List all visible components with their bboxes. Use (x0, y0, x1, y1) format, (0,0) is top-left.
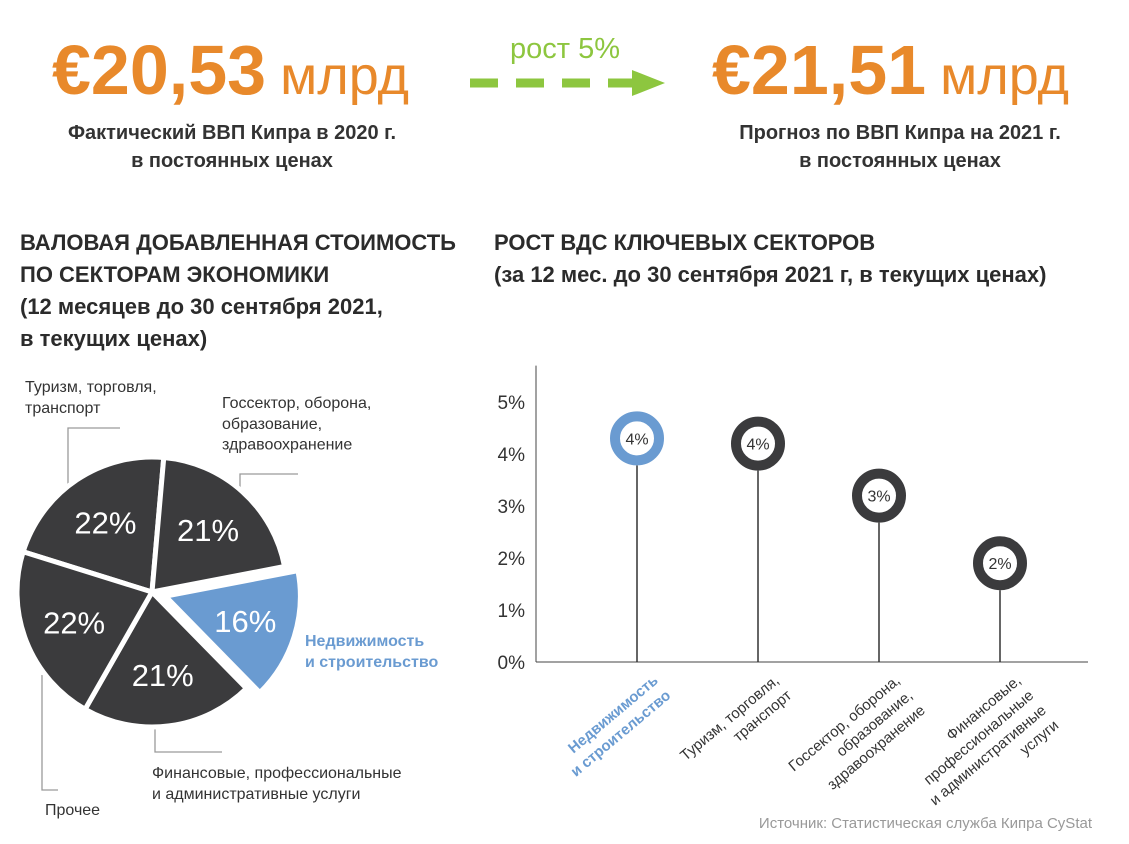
chart-title: (за 12 мес. до 30 сентября 2021 г, в тек… (494, 262, 1046, 287)
slice-label: 21% (132, 658, 194, 693)
y-tick-label: 2% (498, 549, 526, 570)
unit: млрд (940, 46, 1069, 106)
slice-label: 21% (177, 513, 239, 548)
leader (41, 675, 58, 791)
caption: Прогноз по ВВП Кипра на 2021 г. (739, 122, 1061, 144)
value-label: 2% (988, 556, 1011, 573)
y-tick-label: 1% (498, 601, 526, 622)
amount: €20,53 (52, 31, 266, 109)
pie-slice (162, 568, 303, 696)
slice-label: 22% (43, 606, 105, 641)
pie-slice (20, 454, 167, 595)
category-label: Туризм, торговля, транспорт (25, 379, 157, 417)
category-label: Недвижимость и строительство (305, 633, 438, 671)
pie-slice (82, 589, 249, 730)
value-label: 4% (746, 437, 769, 454)
y-tick-label: 0% (498, 653, 526, 674)
x-tick-label: Финансовые,профессиональныеи администрат… (902, 672, 1063, 824)
value-label: 3% (867, 489, 890, 506)
y-tick-label: 3% (498, 497, 526, 518)
source: Источник: Статистическая служба Кипра Cy… (759, 815, 1093, 832)
y-tick-label: 5% (498, 393, 526, 414)
leader (67, 427, 120, 492)
category-label: Госсектор, оборона, образование, здравоохр… (222, 395, 371, 454)
slice-label: 22% (74, 505, 136, 540)
forecast-gdp: €21,51 млрд (712, 31, 1069, 109)
chart-title: ВАЛОВАЯ ДОБАВЛЕННАЯ СТОИМОСТЬ (20, 230, 456, 255)
pie-slice (14, 549, 155, 712)
x-tick-label: Туризм, торговля,транспорт (677, 672, 795, 779)
arrow-head (632, 70, 665, 96)
x-tick-label: Госсектор, оборона,образование,здравоохр… (785, 672, 928, 805)
chart-title: в текущих ценах) (20, 326, 207, 351)
category-label: Прочее (45, 802, 100, 819)
marker (731, 416, 785, 471)
value-label: 4% (625, 431, 648, 448)
unit: млрд (280, 46, 409, 106)
marker (610, 411, 664, 466)
actual-gdp: €20,53 млрд (52, 31, 409, 109)
chart-title: (12 месяцев до 30 сентября 2021, (20, 294, 383, 319)
caption: в постоянных ценах (131, 150, 333, 172)
caption: в постоянных ценах (799, 150, 1001, 172)
marker (973, 536, 1027, 591)
amount: €21,51 (712, 31, 926, 109)
pie-slice (149, 455, 288, 595)
chart-title: РОСТ ВДС КЛЮЧЕВЫХ СЕКТОРОВ (494, 230, 875, 255)
chart-title: ПО СЕКТОРАМ ЭКОНОМИКИ (20, 262, 329, 287)
growth-label: рост 5% (510, 33, 620, 65)
y-tick-label: 4% (498, 445, 526, 466)
marker (852, 468, 906, 523)
category-label: Финансовые, профессиональные и администра… (152, 765, 402, 803)
caption: Фактический ВВП Кипра в 2020 г. (68, 122, 396, 144)
x-tick-label: Недвижимостьи строительство (555, 672, 674, 780)
slice-label: 16% (214, 604, 276, 639)
